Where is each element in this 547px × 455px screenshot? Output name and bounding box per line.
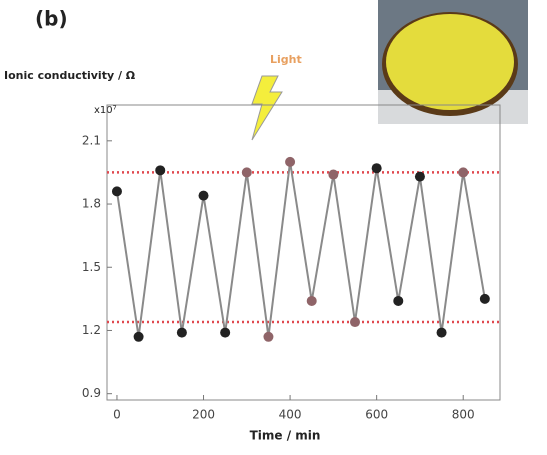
data-point — [458, 167, 469, 178]
panel-label: (b) — [35, 7, 68, 31]
data-point — [285, 156, 296, 167]
data-point — [479, 293, 490, 304]
y-axis-label: Ionic conductivity / Ω — [4, 69, 136, 82]
x-tick-label: 600 — [365, 408, 388, 422]
data-point — [133, 331, 144, 342]
x-tick-label: 0 — [113, 408, 121, 422]
x-tick-label: 200 — [192, 408, 215, 422]
data-point — [393, 295, 404, 306]
data-point — [328, 169, 339, 180]
series-line — [115, 161, 486, 337]
plot-frame — [106, 104, 501, 401]
y-tick-label: 1.2 — [82, 323, 101, 337]
data-point — [371, 163, 382, 174]
multiplier: x10⁷ — [94, 105, 117, 116]
data-point — [176, 327, 187, 338]
y-tick-label: 1.8 — [82, 197, 101, 211]
data-point — [241, 167, 252, 178]
data-point — [198, 190, 209, 201]
photo-inset — [378, 0, 528, 124]
data-point — [155, 165, 166, 176]
y-tick-label: 1.5 — [82, 260, 101, 274]
data-point — [111, 186, 122, 197]
x-tick-label: 800 — [452, 408, 475, 422]
x-tick-label: 400 — [279, 408, 302, 422]
data-point — [306, 295, 317, 306]
y-tick-label: 2.1 — [82, 133, 101, 147]
x-axis-label: Time / min — [250, 429, 321, 443]
light-annotation: Light — [270, 53, 302, 66]
lightning-icon — [251, 75, 283, 141]
data-point — [436, 327, 447, 338]
y-tick-label: 0.9 — [82, 386, 101, 400]
data-point — [263, 331, 274, 342]
data-point — [414, 171, 425, 182]
data-point — [350, 317, 361, 328]
data-point — [220, 327, 231, 338]
